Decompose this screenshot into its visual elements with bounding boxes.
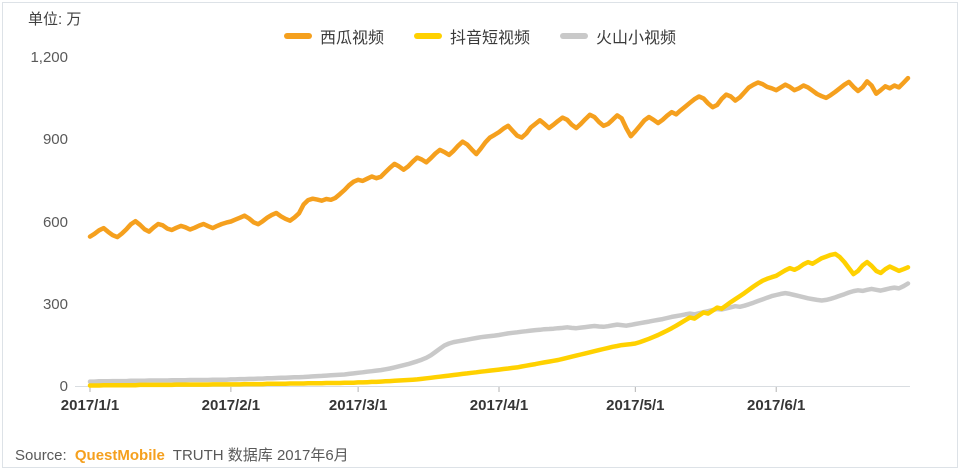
xigua-line-swatch-icon	[283, 33, 312, 39]
legend-label-douyin: 抖音短视频	[449, 30, 530, 47]
series-line-douyin	[87, 251, 911, 388]
douyin-line-swatch-icon	[413, 33, 442, 39]
chart-legend: 西瓜视频 抖音短视频 火山小视频	[0, 24, 960, 48]
y-tick-label: 300	[42, 295, 68, 313]
x-tick-label: 2017/6/1	[747, 397, 806, 414]
y-tick-label: 900	[42, 131, 68, 149]
legend-label-xigua: 西瓜视频	[319, 30, 384, 47]
legend-item-huoshan: 火山小视频	[560, 24, 676, 48]
source-line: Source: QuestMobile TRUTH 数据库 2017年6月	[15, 444, 349, 465]
series-line-xigua	[87, 75, 911, 240]
source-prefix: Source:	[15, 447, 67, 464]
x-tick-label: 2017/5/1	[606, 397, 665, 414]
legend-label-huoshan: 火山小视频	[596, 30, 677, 47]
y-tick-label: 0	[59, 378, 68, 395]
legend-item-xigua: 西瓜视频	[283, 24, 384, 48]
x-tick-label: 2017/2/1	[201, 397, 261, 414]
huoshan-line-swatch-icon	[560, 33, 588, 39]
legend-item-douyin: 抖音短视频	[413, 24, 530, 48]
y-tick-label: 1,200	[30, 49, 68, 66]
series-line-huoshan	[87, 281, 911, 384]
unit-label: 单位: 万	[28, 11, 82, 28]
y-tick-label: 600	[42, 213, 68, 231]
source-suffix: TRUTH 数据库 2017年6月	[172, 447, 349, 464]
source-brand: QuestMobile	[74, 447, 165, 464]
x-tick-label: 2017/1/1	[60, 397, 120, 414]
x-tick-label: 2017/4/1	[469, 397, 529, 414]
x-tick-label: 2017/3/1	[328, 397, 388, 414]
